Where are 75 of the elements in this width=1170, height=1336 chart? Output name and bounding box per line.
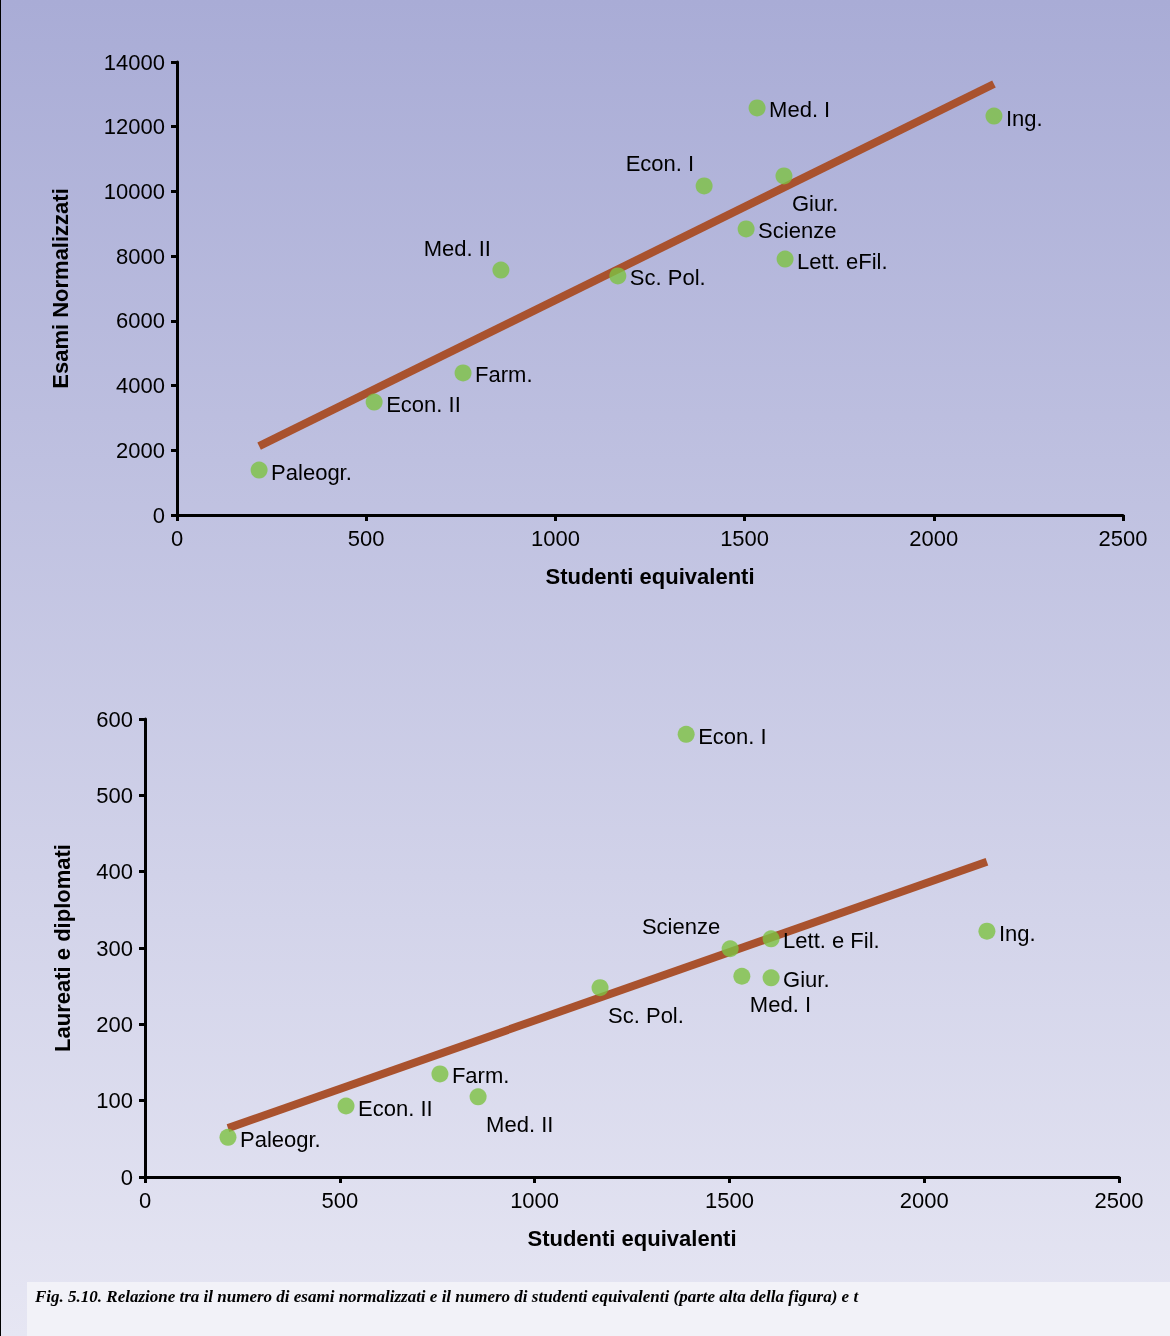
annotation: Giur.: [783, 967, 830, 993]
y-tick-label: 0: [152, 502, 165, 528]
annotation: Scienze: [758, 218, 837, 244]
annotation: Scienze: [641, 914, 721, 940]
y-tick-label: 6000: [116, 308, 165, 334]
annotation: Paleogr.: [239, 1126, 321, 1152]
x-tick-label: 2000: [909, 525, 959, 551]
y-tick-label: 200: [96, 1011, 133, 1037]
point: [492, 261, 510, 279]
y-tick-label: 400: [96, 859, 133, 885]
annotation: Farm.: [451, 1063, 510, 1089]
point: [748, 99, 766, 117]
annotation: Econ. II: [386, 391, 461, 417]
annotation: Sc. Pol.: [608, 1003, 684, 1029]
y-tick-label: 14000: [103, 49, 165, 75]
annotation: Lett. e Fil.: [783, 928, 880, 954]
x-tick-label: 1500: [720, 525, 770, 551]
y-tick-label: 500: [96, 782, 133, 808]
point: [762, 969, 780, 987]
x-tick-label: 1000: [530, 525, 580, 551]
point: [695, 177, 713, 195]
annotation: Paleogr.: [271, 459, 352, 485]
y-tick-label: 10000: [103, 178, 165, 204]
y-axis-title: Esami Normalizzati: [47, 188, 73, 389]
point: [677, 725, 695, 743]
point: [775, 167, 793, 185]
point: [365, 393, 383, 411]
point: [985, 107, 1003, 125]
annotation: Med. I: [749, 991, 812, 1017]
x-tick-label: 500: [347, 525, 385, 551]
point: [454, 364, 472, 382]
annotation: Lett. eFil.: [797, 248, 888, 274]
y-tick-label: 2000: [116, 437, 165, 463]
annotation: Med. II: [423, 235, 491, 261]
y-axis-title: Laureati e diplomati: [49, 844, 75, 1052]
x-axis-title: Studenti equivalenti: [545, 563, 755, 589]
point: [978, 922, 996, 940]
point: [250, 461, 268, 479]
caption: Fig. 5.10. Relazione tra il numero di esami normalizzati e il numero di studenti equivalenti (parte alta della figura) e t: [35, 1286, 860, 1308]
x-tick-label: 2000: [899, 1187, 949, 1213]
y-tick-label: 4000: [116, 373, 165, 399]
x-tick-label: 0: [170, 525, 184, 551]
annotation: Econ. II: [358, 1095, 433, 1121]
point: [337, 1097, 355, 1115]
y-tick-label: 300: [96, 935, 133, 961]
point: [762, 930, 780, 948]
annotation: Giur.: [791, 191, 839, 217]
annotation: Ing.: [1005, 105, 1043, 131]
annotation: Ing.: [998, 920, 1036, 946]
point: [431, 1065, 449, 1083]
x-tick-label: 1000: [510, 1187, 560, 1213]
x-tick-label: 1500: [704, 1187, 754, 1213]
x-tick-label: 2500: [1098, 525, 1148, 551]
point: [776, 250, 794, 268]
y-tick-label: 600: [96, 706, 133, 732]
y-tick-label: 8000: [116, 243, 165, 269]
annotation: Farm.: [475, 362, 533, 388]
x-tick-label: 500: [321, 1187, 359, 1213]
point: [591, 979, 609, 997]
y-tick-label: 0: [120, 1164, 133, 1190]
point: [721, 940, 739, 958]
point: [737, 220, 755, 238]
x-tick-label: 2500: [1094, 1187, 1144, 1213]
point: [469, 1088, 487, 1106]
annotation: Econ. I: [698, 723, 767, 749]
annotation: Econ. I: [625, 151, 695, 177]
y-tick-label: 12000: [103, 114, 165, 140]
x-axis-title: Studenti equivalenti: [527, 1225, 737, 1251]
point: [733, 967, 751, 985]
y-tick-label: 100: [96, 1088, 133, 1114]
annotation: Med. I: [769, 97, 831, 123]
point: [609, 267, 627, 285]
annotation: Med. II: [486, 1112, 554, 1138]
point: [219, 1128, 237, 1146]
annotation: Sc. Pol.: [629, 265, 706, 291]
